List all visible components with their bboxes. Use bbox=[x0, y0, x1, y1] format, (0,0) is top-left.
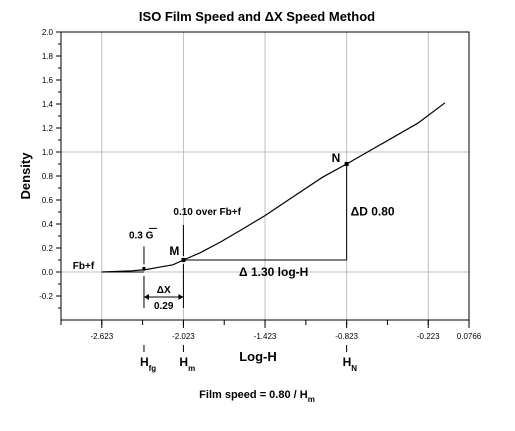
y-tick-label-9: 0.2 bbox=[42, 244, 54, 253]
label-0-3-g: 0.3 G bbox=[129, 230, 154, 241]
label-n: N bbox=[332, 151, 341, 165]
formula-text: Film speed = 0.80 / H bbox=[199, 389, 308, 401]
x-tick-labels: -2.623 -2.023 -1.423 -0.823 -0.223 0.0766 bbox=[90, 332, 481, 341]
y-tick-label-3: 1.4 bbox=[42, 100, 54, 109]
x-tick-label-0: -2.623 bbox=[90, 332, 113, 341]
y-tick-label-8: 0.4 bbox=[42, 220, 54, 229]
series bbox=[101, 102, 446, 273]
y-tick-label-5: 1.0 bbox=[42, 148, 54, 157]
y-tick-label-4: 1.2 bbox=[42, 124, 54, 133]
y-tick-labels: 2.0 1.8 1.6 1.4 1.2 1.0 0.8 0.6 0.4 0.2 0.0 -0.2 bbox=[39, 28, 53, 301]
y-tick-label-1: 1.8 bbox=[42, 52, 54, 61]
label-h-fg-main: H bbox=[140, 355, 149, 369]
label-h-m-main: H bbox=[179, 355, 188, 369]
delta-x-arrow-right bbox=[178, 294, 184, 300]
label-h-n: HN bbox=[343, 355, 358, 373]
label-h-m-sub: m bbox=[188, 364, 195, 373]
label-delta-logh: Δ 1.30 log-H bbox=[239, 265, 308, 279]
label-delta-x: ΔX bbox=[157, 285, 171, 296]
point-m bbox=[181, 258, 186, 262]
y-tick-label-2: 1.6 bbox=[42, 76, 54, 85]
x-tick-label-5: 0.0766 bbox=[457, 332, 482, 341]
x-tick-label-1: -2.023 bbox=[172, 332, 195, 341]
formula-label: Film speed = 0.80 / Hm bbox=[199, 389, 315, 404]
label-h-fg: Hfg bbox=[140, 355, 156, 373]
formula-sub: m bbox=[308, 395, 315, 404]
label-delta-d: ΔD 0.80 bbox=[351, 205, 395, 219]
x-axis-label: Log-H bbox=[239, 349, 277, 364]
y-tick-label-0: 2.0 bbox=[42, 28, 54, 37]
label-m: M bbox=[169, 244, 179, 258]
label-h-m: Hm bbox=[179, 355, 195, 373]
chart-title: ISO Film Speed and ΔX Speed Method bbox=[139, 9, 375, 24]
y-tick-label-10: 0.0 bbox=[42, 268, 54, 277]
characteristic-curve bbox=[101, 102, 446, 273]
point-fb bbox=[142, 266, 146, 270]
ticks bbox=[56, 31, 470, 328]
label-fbf: Fb+f bbox=[73, 261, 95, 272]
y-tick-label-7: 0.6 bbox=[42, 196, 54, 205]
x-tick-label-2: -1.423 bbox=[254, 332, 277, 341]
y-tick-label-11: -0.2 bbox=[39, 292, 53, 301]
label-h-fg-sub: fg bbox=[149, 364, 157, 373]
label-delta-x-value: 0.29 bbox=[154, 301, 174, 312]
label-h-n-main: H bbox=[343, 355, 352, 369]
y-axis-label: Density bbox=[18, 152, 33, 200]
delta-x-arrow-left bbox=[143, 294, 149, 300]
point-n bbox=[344, 162, 349, 166]
annotation-text: Fb+f 0.3 G M N 0.10 over Fb+f ΔD 0.80 Δ 1.30 l… bbox=[73, 151, 395, 373]
label-over-fbf: 0.10 over Fb+f bbox=[173, 207, 241, 218]
annotation-lines bbox=[101, 162, 349, 352]
y-tick-label-6: 0.8 bbox=[42, 172, 54, 181]
x-tick-label-4: -0.223 bbox=[417, 332, 440, 341]
label-h-n-sub: N bbox=[351, 364, 357, 373]
x-tick-label-3: -0.823 bbox=[335, 332, 358, 341]
